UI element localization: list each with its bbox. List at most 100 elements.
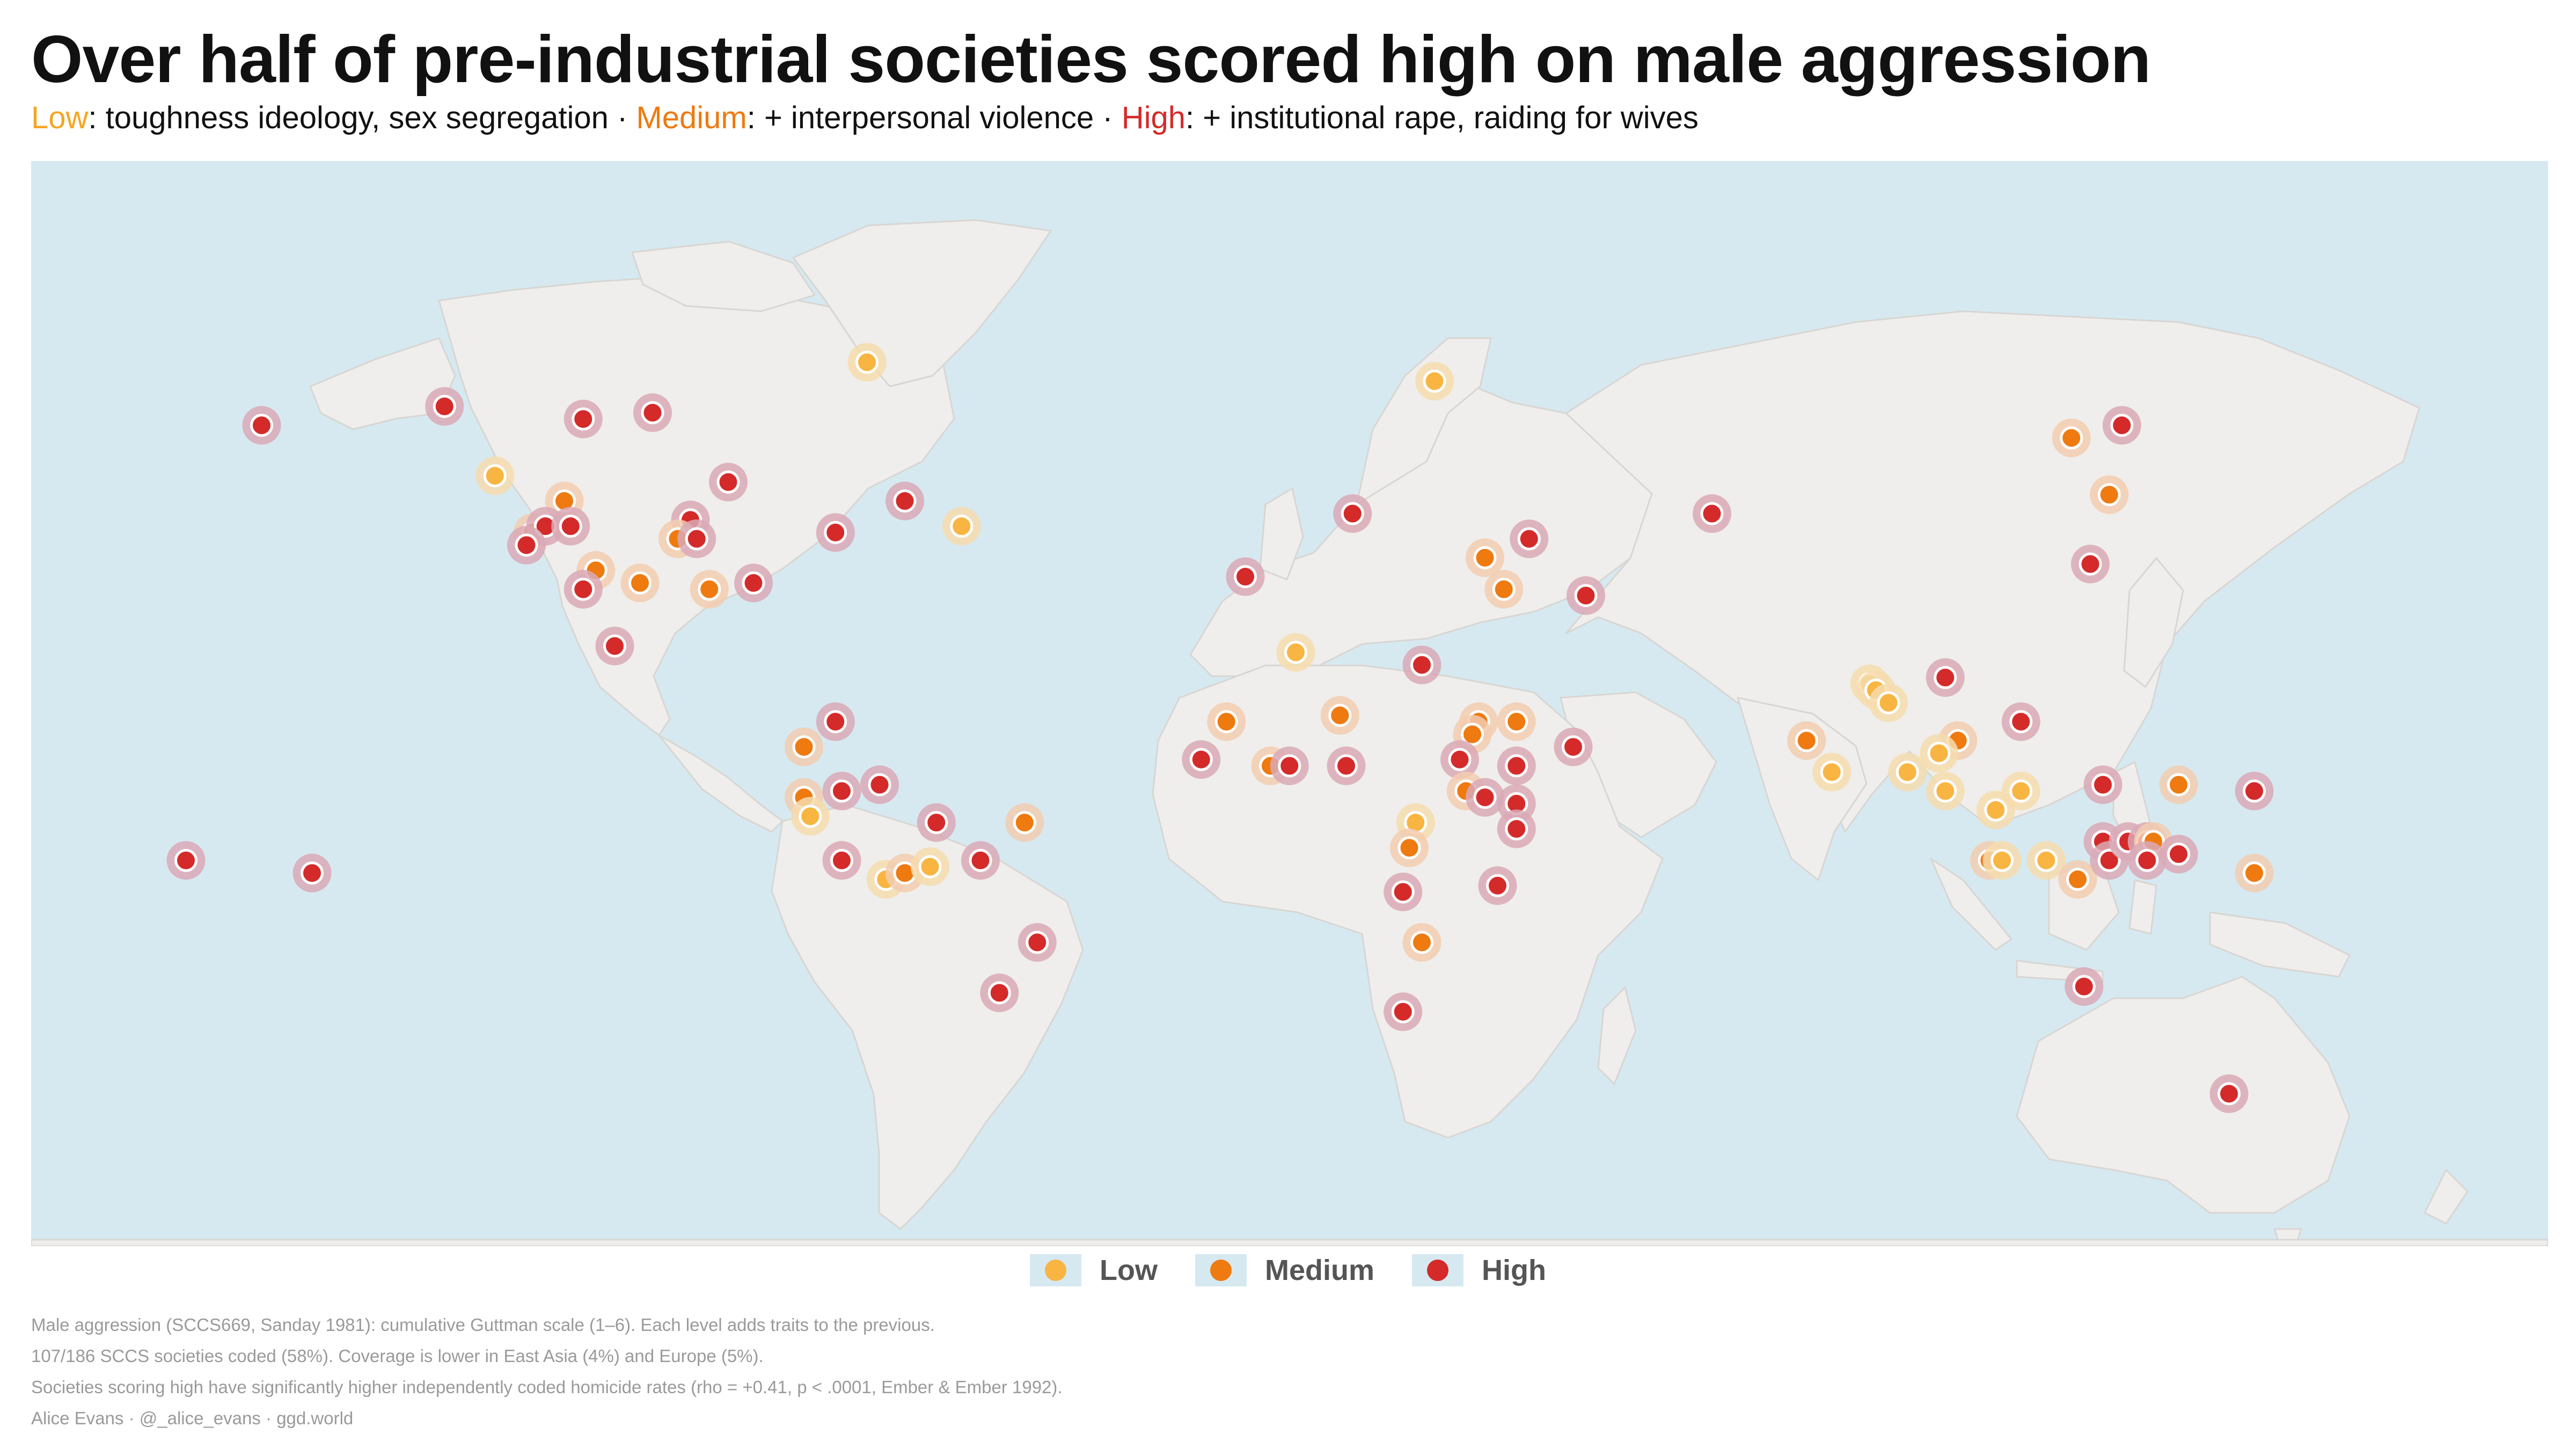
society-marker-medium: [1207, 702, 1246, 741]
marker-dot: [2009, 710, 2033, 734]
marker-dot: [2243, 779, 2266, 803]
antarctica-edge: [31, 1239, 2548, 1246]
society-marker-medium: [2052, 419, 2091, 457]
society-marker-high: [292, 853, 332, 892]
subtitle-low-label: Low: [31, 100, 89, 135]
society-marker-low: [791, 797, 830, 836]
marker-dot: [1505, 754, 1528, 778]
society-marker-medium: [1320, 696, 1359, 735]
marker-dot: [1492, 577, 1516, 601]
marker-dot: [969, 848, 992, 872]
marker-dot: [893, 489, 917, 513]
marker-dot: [2035, 848, 2058, 872]
marker-dot: [1391, 880, 1415, 904]
society-marker-low: [2001, 772, 2040, 810]
japan-landmass: [2123, 557, 2184, 688]
marker-dot: [483, 464, 507, 487]
south-america-landmass: [771, 804, 1084, 1230]
society-marker-low: [847, 343, 887, 382]
marker-dot: [572, 577, 595, 601]
society-marker-low: [911, 847, 949, 886]
legend-item-low: Low: [1030, 1254, 1158, 1287]
society-marker-high: [1926, 658, 1965, 697]
footnote-method: Male aggression (SCCS669, Sanday 1981): …: [31, 1315, 935, 1335]
marker-dot: [1410, 653, 1433, 677]
society-markers: [166, 343, 2274, 1113]
society-marker-medium: [2159, 765, 2198, 804]
society-marker-medium: [620, 564, 660, 603]
society-marker-low: [1926, 772, 1965, 810]
society-marker-high: [1693, 494, 1731, 533]
marker-dot: [301, 861, 324, 885]
society-marker-low: [475, 456, 515, 495]
society-marker-low: [1888, 752, 1927, 792]
marker-dot: [2218, 1082, 2241, 1106]
marker-dot: [830, 779, 853, 803]
footnote-credit: Alice Evans · @_alice_evans · ggd.world: [31, 1408, 354, 1428]
marker-dot: [918, 855, 942, 879]
society-marker-medium: [2058, 860, 2097, 899]
marker-dot: [799, 804, 822, 828]
chart-subtitle: Low: toughness ideology, sex segregation…: [31, 100, 1699, 136]
marker-dot: [1391, 1000, 1415, 1023]
society-marker-high: [425, 387, 464, 426]
society-marker-medium: [2235, 853, 2274, 892]
society-marker-high: [2209, 1074, 2249, 1113]
legend-label-medium: Medium: [1264, 1254, 1374, 1286]
marker-dot: [2167, 843, 2190, 866]
marker-dot: [2060, 426, 2083, 450]
marker-dot: [824, 710, 847, 734]
marker-dot: [925, 811, 948, 835]
marker-dot: [1990, 848, 2014, 872]
society-marker-high: [1466, 778, 1504, 817]
society-marker-medium: [1005, 803, 1044, 842]
subtitle-medium-text: : + interpersonal violence ·: [747, 100, 1122, 135]
footnotes: Male aggression (SCCS669, Sanday 1981): …: [31, 1309, 1063, 1434]
marker-dot: [824, 521, 847, 544]
society-marker-low: [2026, 841, 2066, 880]
marker-dot: [1234, 565, 1257, 588]
society-marker-high: [734, 564, 773, 603]
madagascar-landmass: [1597, 986, 1637, 1085]
marker-dot: [1877, 691, 1900, 714]
society-marker-medium: [1466, 538, 1504, 577]
marker-dot: [1341, 502, 1364, 525]
marker-dot: [1278, 754, 1301, 778]
marker-dot: [716, 470, 740, 494]
society-marker-high: [709, 463, 748, 502]
marker-dot: [742, 571, 765, 595]
marker-dot: [2097, 848, 2121, 872]
marker-dot: [1448, 748, 1472, 771]
society-marker-high: [1497, 747, 1536, 785]
marker-dot: [1820, 760, 1843, 784]
marker-dot: [1505, 710, 1528, 734]
society-marker-medium: [785, 727, 823, 766]
society-marker-high: [551, 507, 590, 546]
legend: Low Medium High: [0, 1254, 2576, 1287]
society-marker-high: [885, 481, 924, 521]
society-marker-low: [1869, 683, 1908, 722]
australia-landmass: [2016, 976, 2351, 1214]
society-marker-high: [2001, 702, 2040, 741]
marker-dot: [1486, 874, 1509, 897]
society-marker-high: [2071, 545, 2110, 583]
marker-dot: [685, 527, 708, 551]
society-marker-high: [1182, 740, 1221, 779]
legend-label-low: Low: [1100, 1254, 1158, 1286]
society-marker-high: [1226, 557, 1265, 596]
marker-dot: [2009, 779, 2033, 803]
subtitle-low-text: : toughness ideology, sex segregation ·: [88, 100, 636, 135]
marker-dot: [628, 571, 652, 595]
new-guinea-island: [2209, 911, 2351, 978]
marker-dot: [1934, 779, 1957, 803]
society-marker-high: [816, 702, 855, 741]
society-marker-medium: [1787, 721, 1826, 760]
marker-dot: [250, 414, 273, 437]
british-isles: [1259, 487, 1304, 581]
greenland-landmass: [792, 219, 1052, 387]
society-marker-medium: [1497, 702, 1536, 741]
footnote-homicide: Societies scoring high have significantl…: [31, 1377, 1063, 1397]
chart-title: Over half of pre-industrial societies sc…: [31, 23, 2151, 97]
marker-dot: [1517, 527, 1541, 551]
marker-dot: [987, 981, 1011, 1005]
